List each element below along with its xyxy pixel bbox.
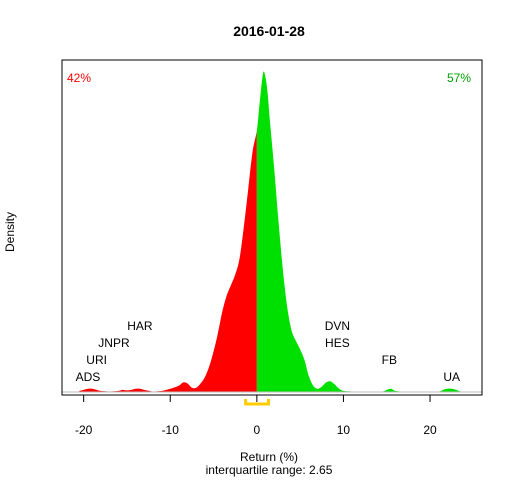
ticker-label-fb: FB [382,353,397,367]
ticker-label-uri: URI [86,353,107,367]
x-tick-label-0: 0 [254,423,261,437]
iqr-bracket [244,399,271,406]
ticker-label-ads: ADS [76,370,101,384]
x-axis: -20 -10 0 10 20 [75,395,437,437]
x-tick-label-20: 20 [423,423,437,437]
ticker-label-jnpr: JNPR [98,336,130,350]
x-tick-label-10: 10 [337,423,351,437]
iqr-bracket-group [244,399,271,406]
density-area-group [61,59,483,396]
ticker-labels: ADS URI JNPR HAR HES DVN FB UA [76,319,460,384]
positive-return-area [256,71,461,392]
ticker-label-ua: UA [443,370,460,384]
x-tick-label--10: -10 [162,423,180,437]
ticker-label-har: HAR [127,319,153,333]
x-tick-label--20: -20 [75,423,93,437]
negative-return-area [79,130,257,392]
positive-percentage: 57% [447,71,471,85]
iqr-subtitle: interquartile range: 2.65 [206,463,333,477]
chart-title: 2016-01-28 [233,23,305,39]
plot-frame [61,59,483,396]
negative-percentage: 42% [67,71,91,85]
ticker-label-dvn: DVN [325,319,350,333]
y-axis-label: Density [3,212,17,252]
x-axis-label: Return (%) [240,450,298,464]
ticker-label-hes: HES [325,336,350,350]
